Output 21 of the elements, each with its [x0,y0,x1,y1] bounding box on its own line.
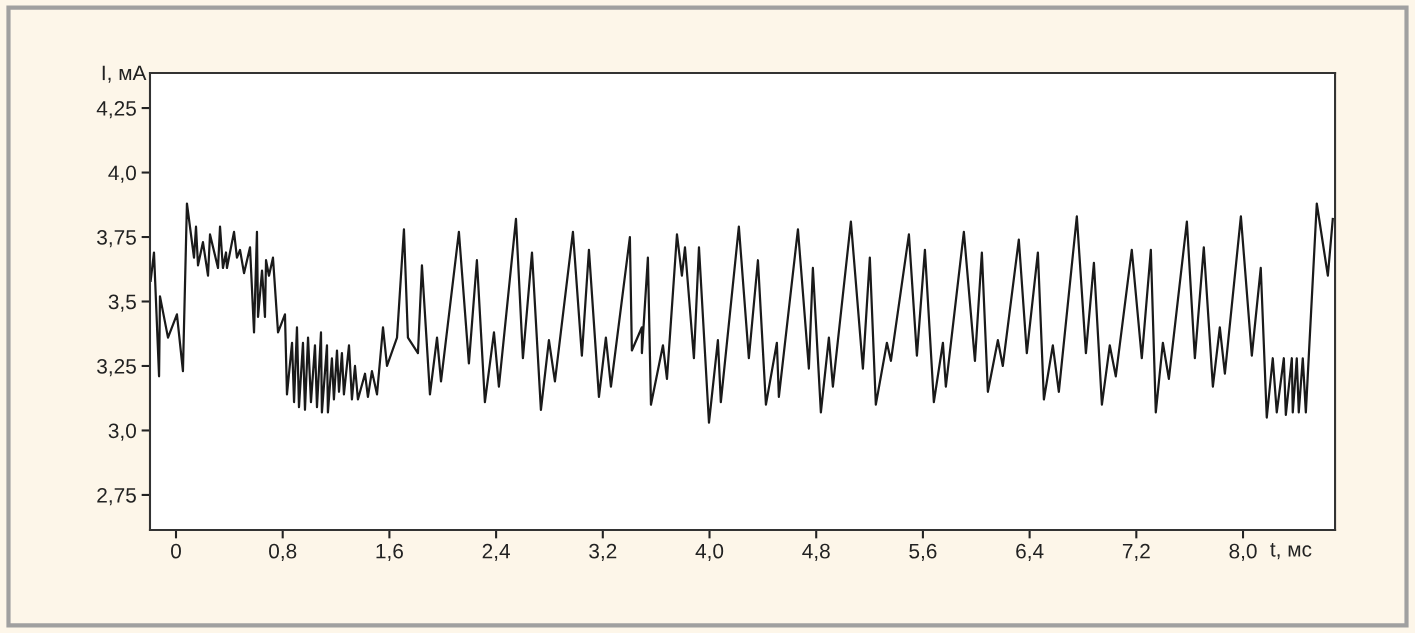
x-tick-label: 7,2 [1122,543,1150,561]
x-tick-label: 5,6 [909,543,937,561]
y-tick-label: 3,75 [97,230,136,248]
y-tick-label: 3,0 [108,423,136,441]
x-axis-title: t, мс [1270,543,1312,560]
y-tick-label: 4,25 [96,101,136,119]
y-tick-label: 3,5 [108,294,136,312]
x-tick-label: 1,6 [376,543,403,561]
line-series [149,202,1334,424]
x-tick-label: 4,0 [695,543,724,561]
y-tick-label: 4,0 [108,165,136,183]
x-tick-label: 2,4 [482,543,510,561]
x-tick-label: 4,8 [802,543,830,561]
x-tick-label: 0 [171,543,181,559]
y-tick-label: 3,25 [97,358,136,377]
y-axis-title: I, мА [102,65,147,83]
x-tick-label: 8,0 [1229,543,1257,561]
x-tick-label: 6,4 [1016,543,1044,561]
x-tick-label: 0,8 [269,543,297,561]
x-tick-label: 3,2 [589,543,617,561]
y-tick-label: 2,75 [97,487,136,506]
